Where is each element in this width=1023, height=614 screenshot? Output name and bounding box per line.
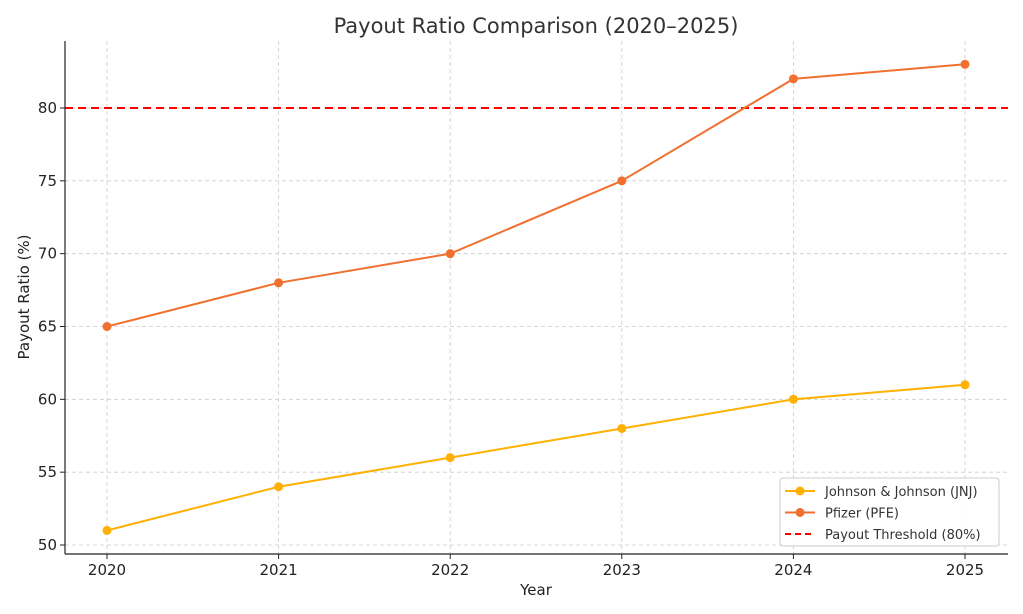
- data-point: [102, 322, 112, 331]
- data-point: [445, 453, 455, 463]
- y-tick-label: 50: [38, 536, 57, 554]
- series-line: [106, 383, 966, 532]
- data-point: [445, 249, 455, 259]
- data-point: [102, 525, 112, 535]
- y-tick-label: 70: [38, 245, 57, 263]
- data-point: [274, 278, 284, 288]
- data-point: [788, 394, 798, 404]
- series-line: [106, 63, 966, 328]
- legend: Johnson & Johnson (JNJ) Pfizer (PFE) Payou…: [779, 477, 1000, 547]
- y-tick-label: 65: [38, 318, 57, 336]
- x-axis-label: Year: [519, 581, 553, 599]
- data-point: [274, 482, 284, 492]
- x-tick-label: 2022: [431, 561, 469, 579]
- y-axis-ticks: 50 55 60 65 70 75 80: [38, 99, 65, 554]
- x-tick-label: 2024: [774, 561, 812, 579]
- y-tick-label: 60: [38, 390, 57, 408]
- legend-item-label: Johnson & Johnson (JNJ): [824, 485, 978, 500]
- data-point: [960, 380, 970, 390]
- legend-item-label: Payout Threshold (80%): [825, 528, 981, 543]
- grid-lines: [65, 41, 1008, 554]
- x-tick-label: 2025: [946, 561, 984, 579]
- y-tick-label: 80: [38, 99, 57, 117]
- chart-title: Payout Ratio Comparison (2020–2025): [334, 14, 739, 38]
- data-point: [788, 74, 798, 84]
- data-point: [617, 423, 627, 433]
- y-tick-label: 55: [38, 463, 57, 481]
- data-point: [960, 59, 970, 69]
- x-tick-label: 2020: [88, 561, 126, 579]
- y-axis-label: Payout Ratio (%): [15, 234, 33, 359]
- x-axis-ticks: 2020 2021 2022 2023 2024 2025: [88, 554, 984, 579]
- data-point: [617, 176, 627, 186]
- y-tick-label: 75: [38, 172, 57, 190]
- data-series: [102, 59, 970, 535]
- x-tick-label: 2021: [260, 561, 298, 579]
- legend-item-label: Pfizer (PFE): [825, 507, 899, 522]
- x-tick-label: 2023: [603, 561, 641, 579]
- axes: [64, 41, 1008, 555]
